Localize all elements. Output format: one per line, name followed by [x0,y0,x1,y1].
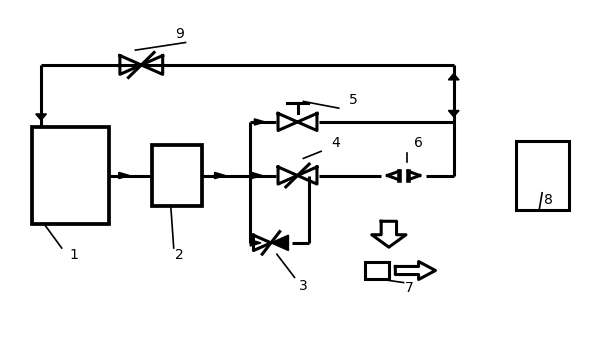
Text: 8: 8 [544,193,552,207]
Text: 1: 1 [69,248,78,262]
Text: 2: 2 [176,248,184,262]
Polygon shape [449,111,459,117]
Text: 3: 3 [299,279,308,293]
Bar [32,127,109,224]
Polygon shape [36,114,46,120]
Polygon shape [449,74,459,80]
Polygon shape [252,172,262,179]
Bar [365,262,390,279]
Text: 6: 6 [414,136,423,150]
Polygon shape [215,172,226,179]
Polygon shape [254,119,265,125]
Polygon shape [250,240,261,246]
Text: 7: 7 [405,281,414,295]
Polygon shape [119,172,130,179]
Text: 4: 4 [331,136,340,150]
Polygon shape [271,235,289,251]
Text: 5: 5 [349,93,358,106]
Bar [516,141,569,210]
Bar [152,145,202,206]
Text: 9: 9 [175,27,184,41]
